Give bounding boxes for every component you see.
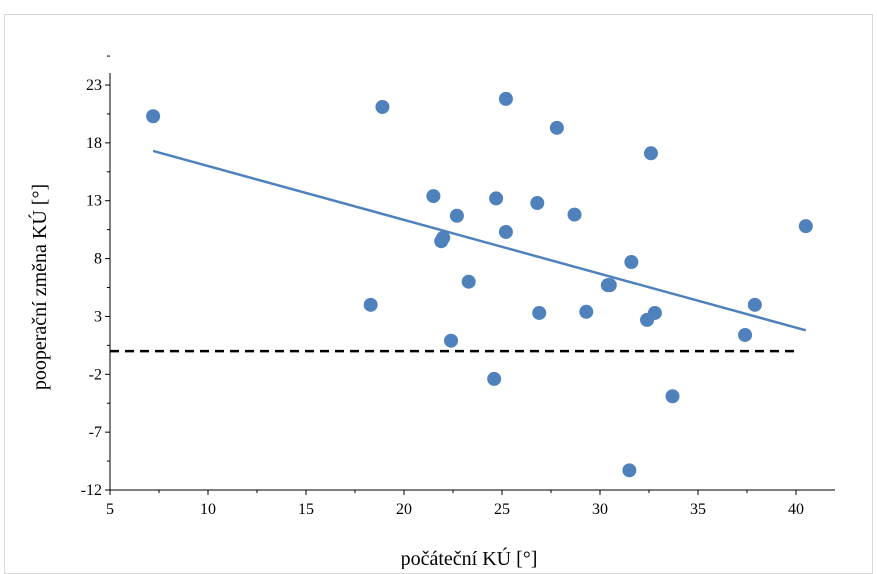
- trendline: [152, 149, 807, 332]
- x-tick-label: 40: [788, 501, 804, 518]
- y-tick-label: 18: [86, 135, 102, 152]
- data-point: [449, 208, 464, 223]
- x-tick-label: 10: [200, 501, 216, 518]
- x-tick-label: 20: [396, 501, 412, 518]
- data-point: [567, 207, 582, 222]
- data-point: [146, 109, 161, 124]
- data-point: [624, 255, 639, 270]
- data-point: [640, 312, 655, 327]
- x-tick-label: 25: [494, 501, 510, 518]
- data-point: [602, 278, 617, 293]
- data-point: [487, 371, 502, 386]
- y-tick-label: 13: [86, 193, 102, 210]
- data-point: [363, 297, 378, 312]
- data-point: [738, 327, 753, 342]
- data-point: [489, 191, 504, 206]
- y-tick-label: 8: [94, 251, 102, 268]
- data-point: [643, 146, 658, 161]
- data-point: [375, 99, 390, 114]
- x-axis-title: počáteční KÚ [°]: [401, 546, 538, 569]
- x-tick-label: 15: [298, 501, 314, 518]
- data-point: [434, 234, 449, 249]
- plot-area: -12 -7 -2 3 8 13 18 23 5 10 15 20 25 30 35 40: [81, 55, 835, 518]
- data-point: [444, 333, 459, 348]
- y-tick-label: -12: [81, 482, 102, 499]
- x-tick-label: 30: [592, 501, 608, 518]
- data-point: [498, 224, 513, 239]
- data-point: [532, 305, 547, 320]
- y-tick-label: 3: [94, 308, 102, 325]
- y-tick-label: -2: [89, 366, 102, 383]
- data-point: [530, 196, 545, 211]
- y-tick-label: 23: [86, 77, 102, 94]
- x-tick-label: 35: [690, 501, 706, 518]
- data-point: [426, 189, 441, 204]
- x-tick-label: 5: [106, 501, 114, 518]
- data-point: [798, 219, 813, 234]
- data-point: [461, 274, 476, 289]
- chart-frame: [4, 14, 873, 574]
- y-tick-label: -7: [89, 424, 102, 441]
- y-axis-title: pooperační změna KÚ [°]: [27, 184, 51, 390]
- data-point: [579, 304, 594, 319]
- data-point: [665, 389, 680, 404]
- data-point: [622, 463, 637, 478]
- data-point: [498, 91, 513, 106]
- data-point: [747, 297, 762, 312]
- data-point: [549, 120, 564, 135]
